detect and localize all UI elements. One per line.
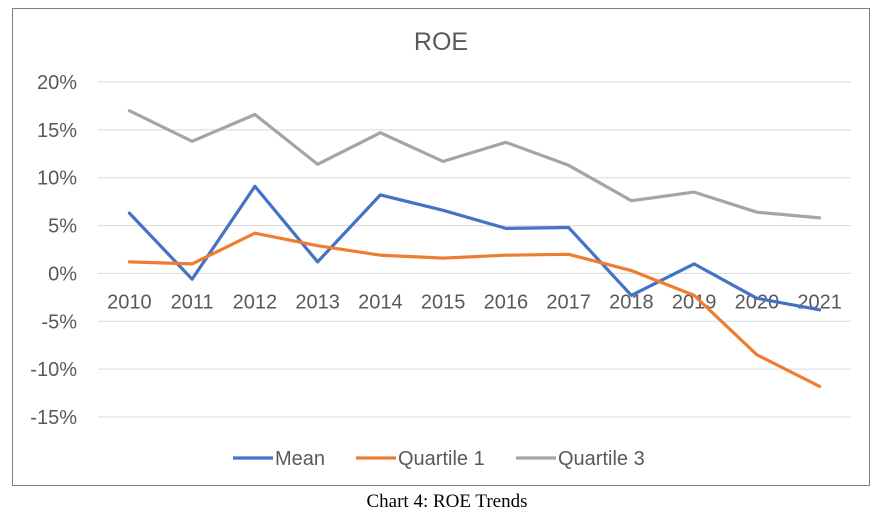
chart-title: ROE (414, 28, 468, 56)
y-tick-label: 10% (37, 168, 77, 190)
legend-label: Quartile 1 (398, 448, 485, 470)
chart-frame: 20% 15% 10% 5% 0% -5% -10% -15% 2010 2011 2012 201… (12, 8, 870, 486)
series-line-mean (127, 184, 822, 312)
y-tick-label: -15% (30, 407, 77, 429)
x-tick-label: 2015 (421, 291, 466, 313)
figure-caption: Chart 4: ROE Trends (366, 491, 528, 512)
x-tick-label: 2012 (233, 291, 278, 313)
legend-label: Mean (275, 448, 325, 470)
x-tick-label: 2018 (609, 291, 654, 313)
x-tick-label: 2013 (295, 291, 340, 313)
series-line-quartile-3 (127, 109, 822, 220)
y-tick-label: 15% (37, 120, 77, 142)
x-tick-label: 2020 (735, 291, 780, 313)
x-tick-label: 2017 (546, 291, 591, 313)
x-tick-label: 2016 (484, 291, 529, 313)
legend-label: Quartile 3 (558, 448, 645, 470)
y-tick-label: 20% (37, 72, 77, 94)
series-line-quartile-1 (127, 231, 822, 388)
x-tick-label: 2010 (107, 291, 152, 313)
y-tick-label: 0% (48, 263, 77, 285)
x-tick-label: 2014 (358, 291, 403, 313)
y-tick-label: -10% (30, 359, 77, 381)
x-tick-label: 2011 (171, 291, 214, 313)
y-tick-label: -5% (41, 311, 77, 333)
roe-line-chart: 20% 15% 10% 5% 0% -5% -10% -15% 2010 2011 2012 201… (30, 28, 851, 470)
y-tick-label: 5% (48, 216, 77, 238)
